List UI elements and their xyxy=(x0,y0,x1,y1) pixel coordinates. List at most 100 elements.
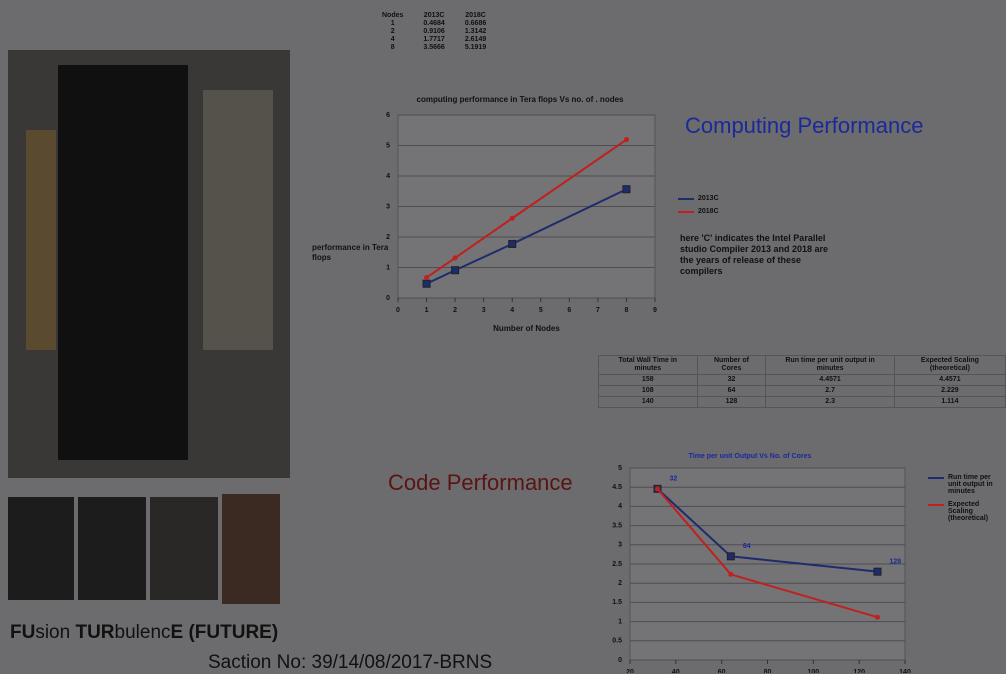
table-cell: 128 xyxy=(696,396,767,408)
table-row: 158 32 4.4571 4.4571 xyxy=(598,374,1006,386)
marker xyxy=(726,552,735,561)
x-tick-label: 120 xyxy=(853,669,865,673)
title-part: E (FUTURE) xyxy=(170,622,279,643)
y-tick-label: 4 xyxy=(386,173,390,180)
chart-title: computing performance in Tera flops Vs n… xyxy=(417,95,625,104)
thumbnail xyxy=(150,497,218,600)
legend-swatch xyxy=(928,477,944,479)
nodes-table: Nodes 2013C 2018C 1 0.4684 0.6686 2 0.9106 1.314… xyxy=(372,12,496,52)
marker xyxy=(509,215,515,221)
table-cell: 5.1919 xyxy=(464,44,487,51)
marker xyxy=(623,137,629,143)
legend-swatch xyxy=(678,198,694,200)
thumbnail xyxy=(222,494,280,604)
marker xyxy=(451,266,460,275)
chart-title: Time per unit Output Vs No. of Cores xyxy=(689,453,812,460)
thumbnail xyxy=(8,497,74,600)
table-row: 2 0.9106 1.3142 xyxy=(372,28,496,36)
table-cell: 3.5666 xyxy=(423,44,445,51)
x-tick-label: 60 xyxy=(718,669,726,673)
y-tick-label: 2.5 xyxy=(612,561,622,568)
table-cell: 0.6686 xyxy=(464,20,487,27)
cluster-photo xyxy=(8,50,290,478)
y-tick-label: 2 xyxy=(618,580,622,587)
y-tick-label: 0 xyxy=(386,295,390,302)
table-cell: 1 xyxy=(390,20,395,27)
marker xyxy=(655,486,660,492)
x-tick-label: 20 xyxy=(626,669,634,673)
title-part: FU xyxy=(10,622,36,643)
x-tick-label: 100 xyxy=(807,669,819,673)
title-part: sion xyxy=(35,622,76,643)
code-heading: Code Performance xyxy=(388,470,573,495)
column-header: 2013C xyxy=(423,12,445,19)
y-tick-label: 0.5 xyxy=(612,638,622,645)
legend-entry: Expected Scaling (theoretical) xyxy=(928,501,1004,522)
table-cell: 1.3142 xyxy=(464,28,487,35)
table-cell: 2.6149 xyxy=(464,36,487,43)
data-label: 64 xyxy=(743,543,751,550)
y-tick-label: 3 xyxy=(386,203,390,210)
scaling-table: Total Wall Time in minutes Number of Core… xyxy=(598,355,1006,408)
x-tick-label: 9 xyxy=(653,307,657,314)
marker xyxy=(728,571,734,577)
table-cell: 0.9106 xyxy=(423,28,445,35)
title-part: TUR xyxy=(75,622,115,643)
y-tick-label: 5 xyxy=(386,142,390,149)
table-cell: 1.114 xyxy=(893,396,1006,408)
legend-label: 2018C xyxy=(698,208,719,215)
x-tick-label: 1 xyxy=(425,307,429,314)
y-tick-label: 1 xyxy=(386,264,390,271)
y-tick-label: 1 xyxy=(618,618,622,625)
y-tick-label: 6 xyxy=(386,112,390,119)
sanction-number: Saction No: 39/14/08/2017-BRNS xyxy=(208,652,493,673)
legend-label: 2013C xyxy=(698,195,719,202)
thumbnail xyxy=(78,497,146,600)
marker xyxy=(424,275,430,281)
y-tick-label: 4.5 xyxy=(612,484,622,491)
legend-label: Run time per unit output in minutes xyxy=(948,474,993,495)
door xyxy=(26,130,56,350)
x-tick-label: 140 xyxy=(899,669,911,673)
table-cell: 2 xyxy=(390,28,395,35)
table-row: 4 1.7717 2.6149 xyxy=(372,36,496,44)
table-cell: 4 xyxy=(390,36,395,43)
title-part: bulenc xyxy=(114,622,171,643)
column-header: Expected Scaling (theoretical) xyxy=(893,355,1006,375)
y-tick-label: 4 xyxy=(618,503,622,510)
compiler-note: here 'C' indicates the Intel Parallel st… xyxy=(680,233,829,276)
table-cell: 2.3 xyxy=(765,396,895,408)
column-header: Total Wall Time in minutes xyxy=(598,355,698,375)
y-axis-label: performance in Tera flops xyxy=(312,243,389,262)
series-line xyxy=(425,138,628,279)
computing-heading: Computing Performance xyxy=(685,113,924,138)
x-axis-label: Number of Nodes xyxy=(493,324,560,333)
x-tick-label: 5 xyxy=(539,307,543,314)
data-label: 32 xyxy=(670,476,678,483)
legend-label: Expected Scaling (theoretical) xyxy=(948,501,989,522)
column-header: 2018C xyxy=(465,12,486,19)
marker xyxy=(508,239,517,248)
table-row: 140 128 2.3 1.114 xyxy=(598,396,1006,408)
table-cell: 8 xyxy=(390,44,395,51)
marker xyxy=(875,614,880,620)
cluster-rack xyxy=(58,65,188,460)
project-title: FUsion TURbulencE (FUTURE) xyxy=(10,622,278,644)
legend-swatch xyxy=(928,504,944,506)
y-tick-label: 1.5 xyxy=(612,599,622,606)
legend: Run time per unit output in minutes Expec… xyxy=(928,474,1004,528)
marker xyxy=(873,567,882,576)
y-tick-label: 3.5 xyxy=(612,522,622,529)
y-tick-label: 2 xyxy=(386,234,390,241)
table-cell: 0.4684 xyxy=(423,20,445,27)
x-tick-label: 7 xyxy=(596,307,600,314)
legend-swatch xyxy=(678,211,694,213)
series-line xyxy=(426,188,627,285)
marker xyxy=(452,255,458,261)
x-tick-label: 0 xyxy=(396,307,400,314)
y-tick-label: 5 xyxy=(618,465,622,472)
x-tick-label: 4 xyxy=(510,307,514,314)
table-cell: 1.7717 xyxy=(423,36,445,43)
y-tick-label: 0 xyxy=(618,657,622,664)
